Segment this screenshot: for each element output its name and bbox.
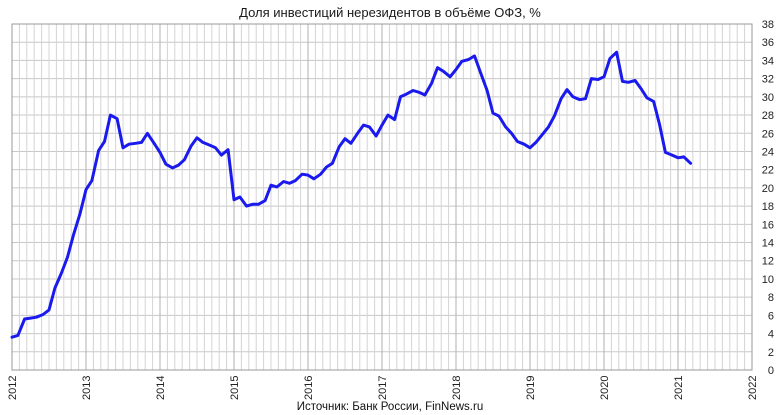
y-tick-label: 10 bbox=[762, 274, 774, 286]
y-tick-label: 34 bbox=[762, 55, 774, 67]
y-tick-label: 26 bbox=[762, 128, 774, 140]
y-tick-label: 38 bbox=[762, 19, 774, 31]
y-tick-label: 24 bbox=[762, 146, 774, 158]
y-tick-label: 14 bbox=[762, 238, 774, 250]
chart-series-group bbox=[10, 50, 693, 339]
chart-source: Источник: Банк России, FinNews.ru bbox=[297, 401, 483, 413]
y-tick-label: 2 bbox=[768, 347, 774, 359]
plot-area-border bbox=[11, 23, 753, 371]
y-tick-label: 32 bbox=[762, 74, 774, 86]
y-tick-label: 12 bbox=[762, 256, 774, 268]
x-axis-ticks: 2012 2013 2014 2015 2016 2017 2018 2019 2020 2021… bbox=[7, 376, 759, 400]
y-tick-label: 36 bbox=[762, 37, 774, 49]
y-tick-label: 4 bbox=[768, 329, 774, 341]
x-tick-label: 2021 bbox=[673, 376, 685, 400]
chart-grid bbox=[11, 23, 753, 371]
chart-title: Доля инвестиций нерезидентов в объёме ОФ… bbox=[239, 5, 541, 20]
x-tick-label: 2017 bbox=[377, 376, 389, 400]
y-tick-label: 20 bbox=[762, 183, 774, 195]
y-tick-label: 28 bbox=[762, 110, 774, 122]
x-tick-label: 2015 bbox=[229, 376, 241, 400]
y-tick-label: 30 bbox=[762, 92, 774, 104]
y-tick-label: 8 bbox=[768, 292, 774, 304]
y-tick-label: 22 bbox=[762, 165, 774, 177]
x-tick-label: 2014 bbox=[155, 376, 167, 400]
y-tick-label: 0 bbox=[768, 365, 774, 377]
x-tick-label: 2012 bbox=[7, 376, 19, 400]
series-line bbox=[10, 50, 693, 339]
x-tick-label: 2019 bbox=[525, 376, 537, 400]
x-tick-label: 2016 bbox=[303, 376, 315, 400]
y-tick-label: 6 bbox=[768, 310, 774, 322]
x-tick-label: 2022 bbox=[747, 376, 759, 400]
y-tick-label: 16 bbox=[762, 219, 774, 231]
x-tick-label: 2013 bbox=[81, 376, 93, 400]
x-tick-label: 2020 bbox=[599, 376, 611, 400]
y-tick-label: 18 bbox=[762, 201, 774, 213]
x-tick-label: 2018 bbox=[451, 376, 463, 400]
